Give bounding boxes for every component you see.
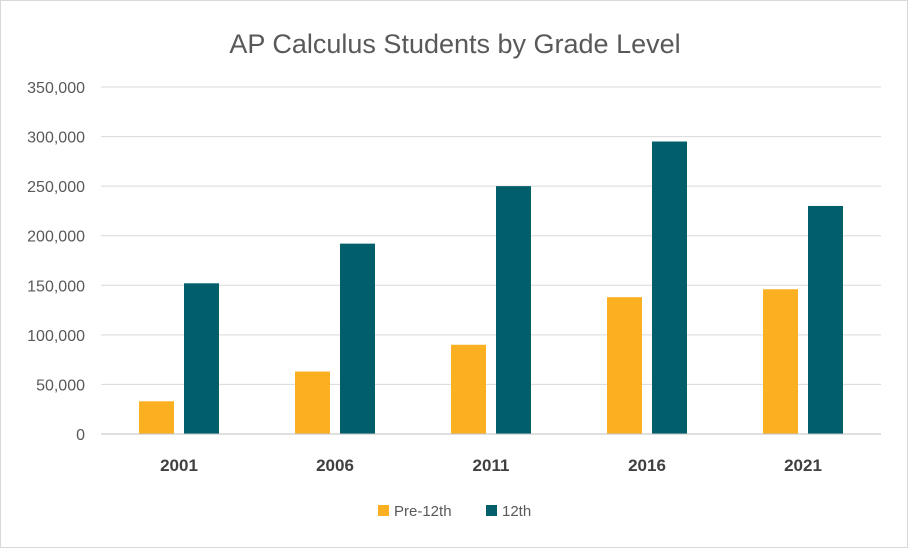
bar-pre-12th-2016 — [607, 297, 642, 434]
x-tick-label: 2006 — [316, 456, 354, 475]
y-tick-label: 200,000 — [27, 229, 85, 246]
bar-12th-2016 — [652, 141, 687, 434]
y-axis-tick-labels: 0 50,000 100,000 150,000 200,000 250,000 300,0… — [27, 80, 85, 444]
y-tick-label: 250,000 — [27, 179, 85, 196]
y-tick-label: 350,000 — [27, 80, 85, 97]
legend: Pre-12th 12th — [378, 503, 531, 520]
bar-pre-12th-2011 — [451, 344, 486, 434]
bar-12th-2021 — [808, 205, 843, 434]
y-tick-label: 50,000 — [36, 377, 85, 394]
legend-label: 12th — [502, 503, 531, 520]
y-tick-label: 300,000 — [27, 130, 85, 147]
x-tick-label: 2011 — [473, 456, 510, 475]
bar-pre-12th-2001 — [139, 401, 174, 434]
legend-swatch — [378, 505, 389, 516]
x-axis-tick-labels: 2001 2006 2011 2016 2021 — [160, 456, 822, 475]
y-tick-label: 100,000 — [27, 328, 85, 345]
y-tick-label: 150,000 — [27, 278, 85, 295]
y-tick-label: 0 — [76, 427, 85, 444]
legend-label: Pre-12th — [394, 503, 452, 520]
x-tick-label: 2016 — [628, 456, 666, 475]
gridlines — [101, 86, 881, 385]
x-tick-label: 2021 — [784, 456, 822, 475]
bar-pre-12th-2021 — [763, 289, 798, 434]
bar-12th-2011 — [496, 186, 531, 434]
bar-pre-12th-2006 — [295, 371, 330, 434]
bar-12th-2006 — [340, 243, 375, 434]
chart-title: AP Calculus Students by Grade Level — [229, 29, 680, 59]
x-tick-label: 2001 — [160, 456, 198, 475]
bar-12th-2001 — [184, 283, 219, 434]
legend-swatch — [486, 505, 497, 516]
bars — [139, 141, 843, 434]
